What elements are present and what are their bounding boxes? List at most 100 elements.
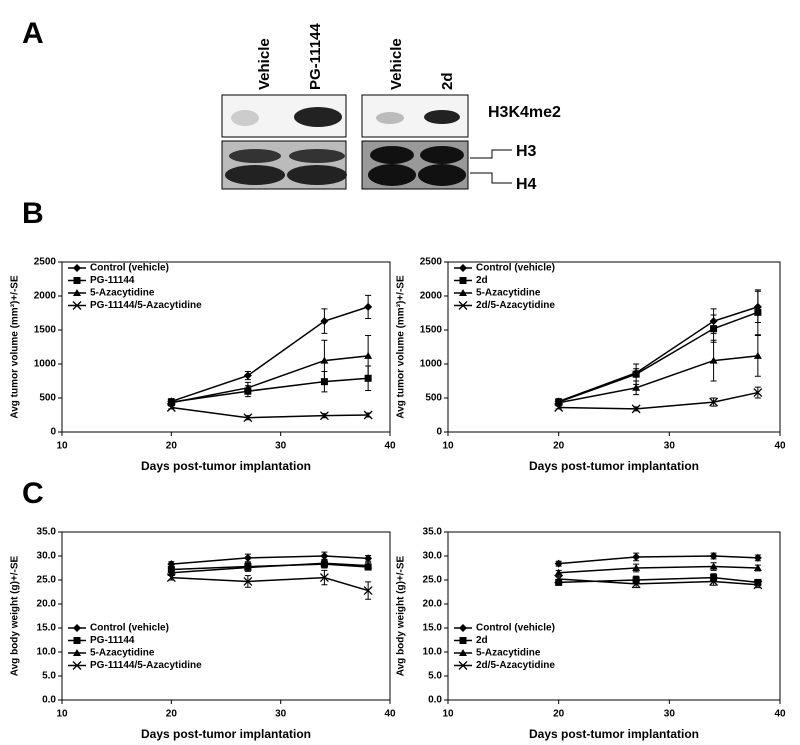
legend-label: Control (vehicle) <box>90 623 169 634</box>
marker <box>555 578 563 586</box>
band <box>229 149 281 163</box>
marker <box>319 411 329 421</box>
y-tick-label: 25.0 <box>37 575 57 586</box>
marker <box>320 356 329 364</box>
x-axis-title: Days post-tumor implantation <box>141 459 311 473</box>
legend-marker <box>459 637 467 644</box>
y-tick-label: 0.0 <box>42 695 56 706</box>
x-tick-label: 20 <box>166 709 178 720</box>
y-tick-label: 0.0 <box>428 695 442 706</box>
marker <box>554 574 564 584</box>
marker <box>753 351 762 359</box>
y-tick-label: 35.0 <box>423 527 443 538</box>
legend-label: PG-11144 <box>90 635 135 646</box>
band <box>368 164 416 186</box>
y-tick-label: 25.0 <box>423 575 443 586</box>
x-tick-label: 30 <box>664 709 676 720</box>
marker <box>709 562 718 570</box>
connector <box>470 149 512 159</box>
marker <box>753 580 763 590</box>
series-line <box>171 555 369 565</box>
y-tick-label: 500 <box>39 393 56 404</box>
marker <box>364 561 373 569</box>
x-tick-label: 40 <box>384 441 396 452</box>
y-tick-label: 1000 <box>420 359 443 370</box>
y-tick-label: 15.0 <box>37 623 57 634</box>
marker <box>319 573 329 583</box>
y-tick-label: 10.0 <box>37 647 57 658</box>
marker <box>753 388 763 398</box>
y-axis-title: Avg tumor volume (mm³)+/-SE <box>10 275 21 419</box>
y-tick-label: 500 <box>425 393 442 404</box>
x-tick-label: 40 <box>774 709 786 720</box>
series-line <box>171 355 369 404</box>
plot-frame <box>61 261 391 433</box>
lane-label: Vehicle <box>388 38 405 90</box>
legend-label: 5-Azacytidine <box>476 648 541 659</box>
marker <box>709 552 718 560</box>
y-axis-title: Avg body weight (g)+/-SE <box>396 555 407 676</box>
x-tick-label: 40 <box>774 441 786 452</box>
y-tick-label: 2000 <box>420 291 443 302</box>
series-line <box>558 555 758 565</box>
band <box>420 146 464 164</box>
legend-marker <box>72 661 82 670</box>
legend-marker <box>73 264 81 272</box>
y-axis-title: Avg body weight (g)+/-SE <box>10 555 21 676</box>
series-line <box>558 311 759 403</box>
legend-label: Control (vehicle) <box>476 263 555 274</box>
band <box>225 165 285 185</box>
x-axis-title: Days post-tumor implantation <box>529 459 699 473</box>
marker <box>320 378 328 386</box>
lane-label: Vehicle <box>256 38 273 90</box>
x-tick-label: 10 <box>442 709 454 720</box>
legend-label: 2d/5-Azacytidine <box>476 300 555 311</box>
legend-marker <box>73 649 81 656</box>
series-line <box>558 355 758 404</box>
y-tick-label: 30.0 <box>37 551 57 562</box>
y-tick-label: 0 <box>50 427 56 438</box>
y-tick-label: 1500 <box>34 325 57 336</box>
x-tick-label: 20 <box>166 441 178 452</box>
marker <box>166 403 176 412</box>
marker <box>243 383 252 391</box>
marker <box>243 563 252 571</box>
plot-frame <box>447 261 781 433</box>
legend-label: 5-Azacytidine <box>476 288 541 299</box>
marker <box>709 576 719 586</box>
y-axis-title: Avg tumor volume (mm³)+/-SE <box>396 275 407 419</box>
legend-label: Control (vehicle) <box>476 623 555 634</box>
marker <box>754 308 762 316</box>
series-line <box>171 562 369 574</box>
marker <box>364 554 373 563</box>
marker <box>753 564 762 571</box>
marker <box>632 383 641 391</box>
marker <box>554 568 563 576</box>
x-tick-label: 20 <box>553 441 565 452</box>
y-tick-label: 35.0 <box>37 527 57 538</box>
series-line <box>171 306 369 403</box>
series-line <box>558 578 758 586</box>
y-tick-label: 20.0 <box>423 599 443 610</box>
y-tick-label: 30.0 <box>423 551 443 562</box>
x-tick-label: 30 <box>664 441 676 452</box>
y-tick-label: 1500 <box>420 325 443 336</box>
legend-label: 5-Azacytidine <box>90 648 155 659</box>
x-tick-label: 30 <box>275 709 287 720</box>
marker <box>166 573 176 583</box>
marker <box>554 398 563 406</box>
y-tick-label: 2500 <box>34 257 57 268</box>
marker <box>753 553 762 562</box>
marker <box>364 351 373 359</box>
legend-marker <box>73 289 81 296</box>
legend-marker <box>73 637 81 644</box>
y-tick-label: 15.0 <box>423 623 443 634</box>
marker <box>167 398 176 406</box>
legend-marker <box>459 649 467 656</box>
connector <box>470 172 512 184</box>
panel-label: C <box>22 477 44 510</box>
x-tick-label: 10 <box>56 709 68 720</box>
y-tick-label: 10.0 <box>423 647 443 658</box>
marker <box>363 410 373 420</box>
